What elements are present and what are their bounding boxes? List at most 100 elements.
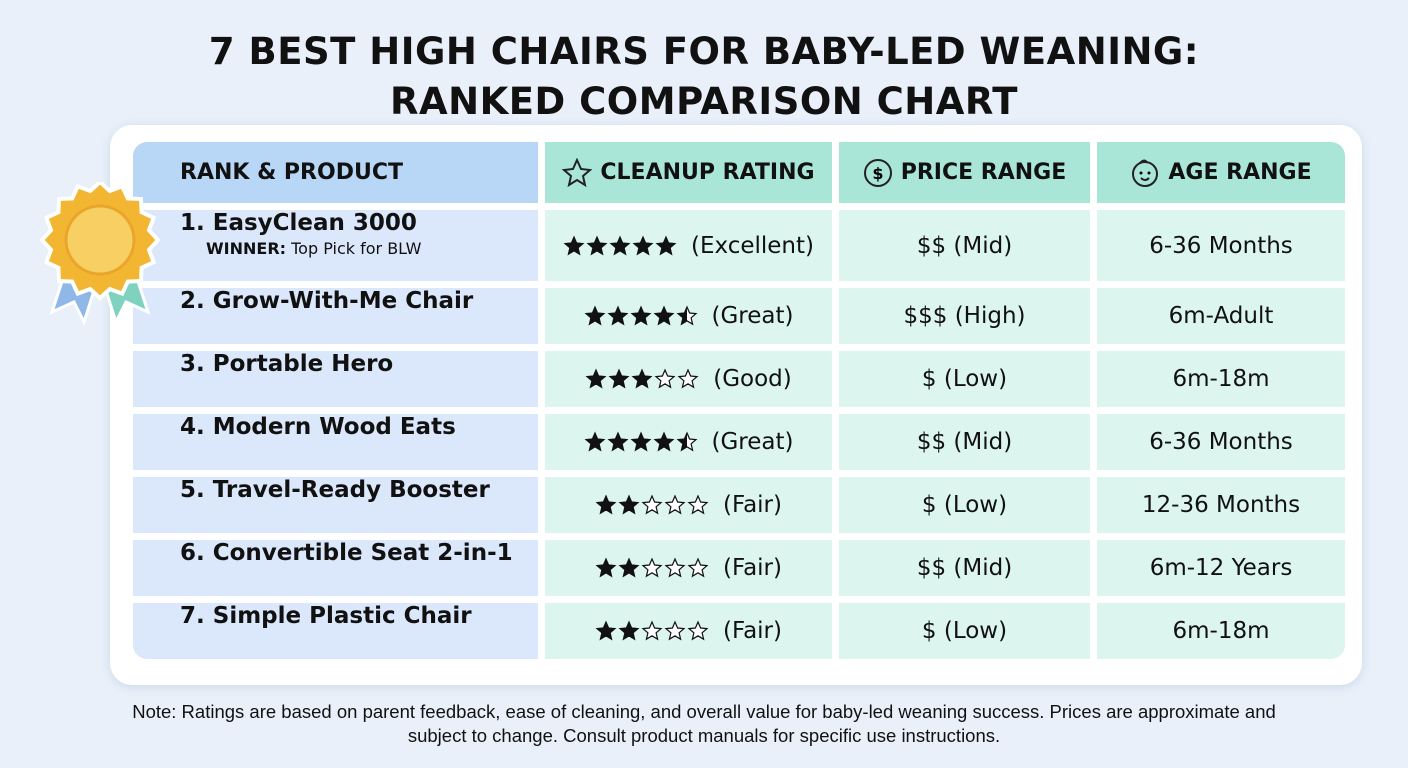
star xyxy=(654,368,676,389)
star xyxy=(584,305,605,326)
product-name: 4. Modern Wood Eats xyxy=(180,414,456,440)
star xyxy=(687,557,709,578)
star xyxy=(609,234,631,255)
age-cell: 12-36 Months xyxy=(1097,477,1345,533)
medal-icon xyxy=(40,182,161,326)
product-name: 6. Convertible Seat 2-in-1 xyxy=(180,540,513,566)
svg-text:$: $ xyxy=(872,164,883,183)
star xyxy=(618,494,640,515)
rating-label: (Excellent) xyxy=(690,232,814,259)
header-text: PRICE RANGE xyxy=(900,160,1067,185)
column-header: AGE RANGE xyxy=(1097,142,1345,203)
star xyxy=(584,431,605,452)
star xyxy=(687,494,709,515)
age-cell: 6m-12 Years xyxy=(1097,540,1345,596)
product-cell: 6. Convertible Seat 2-in-1 xyxy=(133,540,538,596)
rating-cell: (Great) xyxy=(545,288,832,344)
rating-label: (Fair) xyxy=(722,492,782,518)
star-rating xyxy=(563,234,677,255)
header-icon: $ xyxy=(863,158,892,187)
star xyxy=(677,368,699,389)
price-cell: $$ (Mid) xyxy=(839,540,1090,596)
star xyxy=(618,557,640,578)
rating-label: (Great) xyxy=(711,429,794,455)
rating-cell: (Great) xyxy=(545,414,832,470)
star xyxy=(631,368,653,389)
table: RANK & PRODUCT CLEANUP RATING $ PRICE RANGE… xyxy=(133,142,1345,659)
star xyxy=(608,368,630,389)
star xyxy=(563,234,585,255)
star-rating xyxy=(584,305,697,326)
header-text: AGE RANGE xyxy=(1168,160,1312,185)
age-cell: 6m-Adult xyxy=(1097,288,1345,344)
title-line: 7 BEST HIGH CHAIRS FOR BABY-LED WEANING: xyxy=(208,30,1200,73)
product-cell: 7. Simple Plastic Chair xyxy=(133,603,538,659)
header-icon xyxy=(562,157,593,187)
winner-badge: WINNER: Top Pick for BLW xyxy=(206,239,421,258)
product-cell: 4. Modern Wood Eats xyxy=(133,414,538,470)
star xyxy=(595,620,617,641)
star xyxy=(676,305,697,326)
age-cell: 6-36 Months xyxy=(1097,414,1345,470)
product-cell: 5. Travel-Ready Booster xyxy=(133,477,538,533)
price-cell: $$ (Mid) xyxy=(839,414,1090,470)
product-cell: 1. EasyClean 3000 WINNER: Top Pick for BL… xyxy=(133,210,538,281)
star-rating xyxy=(595,557,709,578)
star xyxy=(595,557,617,578)
column-header: CLEANUP RATING xyxy=(545,142,832,203)
age-cell: 6-36 Months xyxy=(1097,210,1345,281)
rating-cell: (Fair) xyxy=(545,477,832,533)
star xyxy=(641,494,663,515)
product-cell: 3. Portable Hero xyxy=(133,351,538,407)
product-name: 7. Simple Plastic Chair xyxy=(180,603,472,629)
product-name: 2. Grow-With-Me Chair xyxy=(180,288,474,314)
star xyxy=(687,620,709,641)
star xyxy=(641,557,663,578)
title-line: RANKED COMPARISON CHART xyxy=(390,80,1018,123)
price-cell: $$ (Mid) xyxy=(839,210,1090,281)
column-header: $ PRICE RANGE xyxy=(839,142,1090,203)
footnote: Note: Ratings are based on parent feedba… xyxy=(132,701,1276,746)
price-cell: $ (Low) xyxy=(839,603,1090,659)
star xyxy=(586,234,608,255)
product-name: 1. EasyClean 3000 xyxy=(180,210,417,236)
rating-label: (Fair) xyxy=(722,618,782,644)
column-header: RANK & PRODUCT xyxy=(133,142,538,203)
age-cell: 6m-18m xyxy=(1097,603,1345,659)
badge-text: Top Pick for BLW xyxy=(291,239,422,258)
star xyxy=(630,305,651,326)
star xyxy=(632,234,654,255)
product-name: 5. Travel-Ready Booster xyxy=(180,477,490,503)
star xyxy=(607,305,628,326)
rating-cell: (Excellent) xyxy=(545,210,832,281)
product-name: 3. Portable Hero xyxy=(180,351,394,377)
product-cell: 2. Grow-With-Me Chair xyxy=(133,288,538,344)
rating-label: (Fair) xyxy=(722,555,782,581)
rating-label: (Great) xyxy=(711,303,794,329)
price-cell: $ (Low) xyxy=(839,351,1090,407)
header-text: CLEANUP RATING xyxy=(600,160,815,185)
rating-cell: (Fair) xyxy=(545,540,832,596)
price-cell: $ (Low) xyxy=(839,477,1090,533)
age-cell: 6m-18m xyxy=(1097,351,1345,407)
rating-cell: (Good) xyxy=(545,351,832,407)
rating-label: (Good) xyxy=(713,366,792,392)
star xyxy=(585,368,607,389)
star xyxy=(618,620,640,641)
rating-cell: (Fair) xyxy=(545,603,832,659)
badge-label: WINNER: xyxy=(206,239,287,258)
price-cell: $$$ (High) xyxy=(839,288,1090,344)
star xyxy=(676,431,697,452)
star xyxy=(653,305,674,326)
star-rating xyxy=(584,431,697,452)
star xyxy=(641,620,663,641)
header-icon xyxy=(1132,159,1159,187)
star xyxy=(655,234,677,255)
star-rating xyxy=(585,368,699,389)
star xyxy=(664,494,686,515)
star-rating xyxy=(595,620,709,641)
star xyxy=(664,557,686,578)
star xyxy=(607,431,628,452)
star xyxy=(630,431,651,452)
